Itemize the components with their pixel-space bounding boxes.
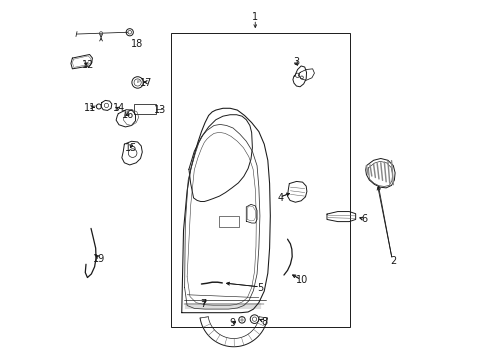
Text: 9: 9	[228, 319, 235, 328]
Text: 2: 2	[389, 256, 396, 266]
Text: 10: 10	[295, 275, 307, 285]
Bar	[134, 104, 156, 114]
Text: 13: 13	[154, 105, 166, 115]
Text: 7: 7	[200, 299, 206, 309]
Text: 4: 4	[277, 193, 283, 203]
Text: 17: 17	[140, 78, 152, 88]
Text: 1: 1	[252, 12, 258, 22]
Bar	[171, 33, 349, 327]
Text: 3: 3	[293, 57, 299, 67]
Text: 15: 15	[125, 143, 138, 153]
Text: 16: 16	[122, 111, 134, 121]
Text: 5: 5	[257, 283, 263, 293]
Text: 19: 19	[93, 254, 105, 264]
Text: 11: 11	[84, 103, 96, 113]
Text: 8: 8	[261, 317, 267, 327]
Text: 12: 12	[82, 60, 95, 70]
Bar	[219, 216, 239, 226]
Text: 14: 14	[113, 103, 125, 113]
Text: 6: 6	[361, 215, 367, 224]
Text: 18: 18	[130, 39, 143, 49]
